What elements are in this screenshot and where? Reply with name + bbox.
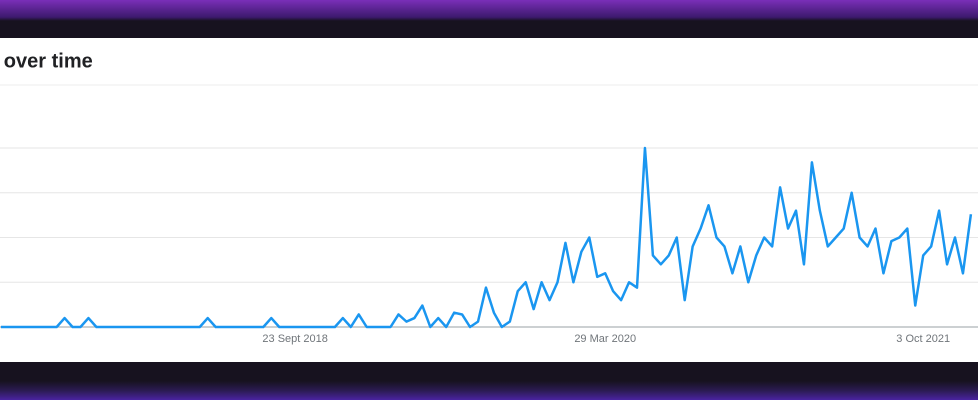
chart-title: Interest over time <box>0 50 93 72</box>
backdrop-top <box>0 0 978 38</box>
x-tick-label: 29 Mar 2020 <box>574 333 636 345</box>
x-tick-label: 3 Oct 2021 <box>896 333 950 345</box>
trend-line <box>1 146 973 329</box>
backdrop-bottom <box>0 362 978 400</box>
chart: Interest over time 23 Sept 2018 29 Mar 20… <box>0 38 978 362</box>
card <box>0 38 978 362</box>
x-tick-label: 23 Sept 2018 <box>262 333 327 345</box>
